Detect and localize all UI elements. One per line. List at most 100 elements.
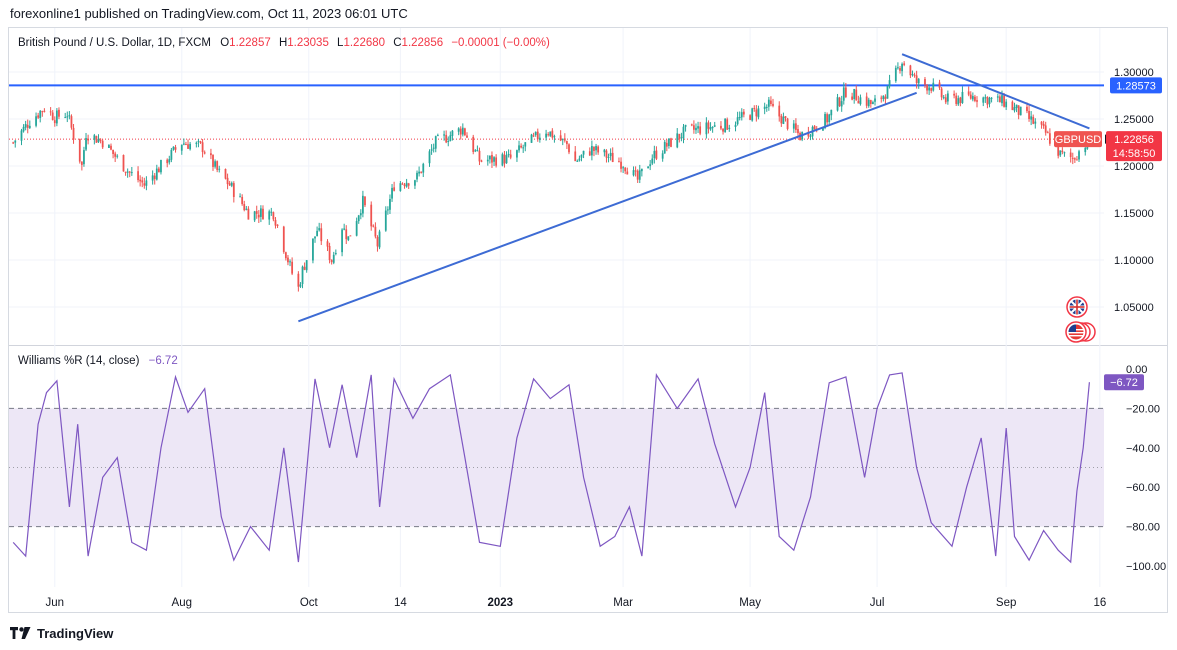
candle-2022-11-03 bbox=[376, 236, 379, 247]
change-value: −0.00001 (−0.00%) bbox=[451, 37, 550, 49]
time-tick-label: Jul bbox=[870, 597, 885, 609]
candle-2023-04-14 bbox=[713, 125, 716, 127]
close-value: 1.22856 bbox=[402, 37, 444, 49]
candle-2022-08-10 bbox=[199, 141, 202, 143]
candle-2022-06-07 bbox=[66, 116, 69, 118]
candle-2023-03-22 bbox=[665, 142, 668, 147]
wr-current-badge bbox=[1104, 374, 1144, 391]
candle-2023-06-27 bbox=[867, 99, 870, 107]
candle-2023-06-23 bbox=[859, 97, 862, 105]
candle-2022-09-20 bbox=[284, 252, 287, 259]
candle-2022-08-09 bbox=[197, 141, 200, 143]
candle-2022-12-15 bbox=[464, 128, 466, 136]
candle-2023-03-02 bbox=[624, 167, 627, 172]
candle-2023-09-28 bbox=[1061, 150, 1064, 152]
candle-2022-08-30 bbox=[241, 196, 244, 205]
candle-2022-08-03 bbox=[185, 144, 187, 146]
candle-2022-06-27 bbox=[108, 145, 110, 148]
candle-2022-09-15 bbox=[274, 219, 277, 226]
candle-2023-01-03 bbox=[503, 154, 506, 164]
indicator-current: −6.72 bbox=[149, 355, 178, 367]
candle-2022-07-07 bbox=[128, 171, 131, 173]
candle-2023-03-15 bbox=[651, 158, 654, 164]
candle-2022-05-27 bbox=[43, 110, 46, 112]
level-price-label: 1.28573 bbox=[1116, 80, 1156, 92]
candle-2023-07-24 bbox=[924, 79, 926, 85]
candle-2022-08-05 bbox=[189, 143, 192, 150]
candle-2022-11-01 bbox=[372, 225, 375, 227]
candle-2023-03-16 bbox=[653, 150, 656, 159]
currency-flags bbox=[1065, 296, 1096, 343]
candle-2023-03-10 bbox=[640, 168, 643, 172]
candle-2023-07-19 bbox=[913, 74, 916, 76]
candle-2023-05-12 bbox=[772, 103, 774, 106]
candle-2022-11-17 bbox=[405, 182, 408, 187]
symbol-title: British Pound / U.S. Dollar, 1D, FXCM bbox=[18, 37, 211, 49]
candle-2023-02-23 bbox=[609, 152, 612, 157]
candle-2022-10-17 bbox=[341, 229, 343, 253]
candle-2022-06-13 bbox=[78, 138, 81, 162]
candle-2022-12-23 bbox=[480, 160, 483, 162]
candle-2023-06-01 bbox=[813, 126, 816, 130]
candle-2023-02-14 bbox=[590, 145, 593, 156]
candle-2023-04-17 bbox=[720, 125, 722, 129]
candle-2022-12-05 bbox=[443, 134, 445, 136]
candle-2023-04-12 bbox=[709, 127, 712, 130]
candle-2023-05-01 bbox=[749, 115, 752, 120]
us-flag-icon[interactable] bbox=[1065, 321, 1096, 343]
candle-2023-07-04 bbox=[882, 95, 885, 99]
candle-2023-03-14 bbox=[649, 164, 652, 167]
candle-2022-08-04 bbox=[187, 144, 189, 149]
candle-2023-01-04 bbox=[505, 155, 508, 164]
candle-2023-10-06 bbox=[1078, 151, 1080, 160]
candle-2023-01-19 bbox=[536, 131, 539, 140]
candle-2023-02-16 bbox=[595, 146, 597, 151]
candle-2023-09-04 bbox=[1011, 101, 1014, 111]
candle-2023-05-05 bbox=[757, 108, 760, 118]
candle-2022-07-21 bbox=[157, 168, 160, 173]
candle-2023-04-05 bbox=[695, 127, 697, 131]
candle-2023-06-28 bbox=[869, 100, 872, 104]
time-tick-label: 14 bbox=[394, 597, 407, 609]
candle-2022-11-25 bbox=[422, 163, 425, 173]
candle-2023-07-31 bbox=[938, 82, 941, 88]
candle-2023-02-27 bbox=[618, 161, 620, 163]
close-label: C bbox=[393, 37, 401, 49]
candle-2022-07-11 bbox=[137, 171, 139, 181]
candle-2022-11-11 bbox=[393, 187, 396, 191]
candle-2023-05-30 bbox=[809, 135, 812, 137]
candle-2022-12-06 bbox=[445, 134, 448, 143]
price-tick-label: 1.25000 bbox=[1114, 114, 1154, 126]
candle-2023-04-27 bbox=[740, 112, 743, 118]
candle-2023-08-25 bbox=[990, 97, 993, 99]
candle-2022-12-28 bbox=[491, 155, 493, 163]
candle-2022-05-13 bbox=[14, 140, 17, 143]
candle-2022-10-25 bbox=[357, 215, 360, 222]
candle-2023-08-16 bbox=[971, 96, 974, 100]
candle-2023-02-24 bbox=[611, 152, 614, 163]
candle-2023-02-07 bbox=[576, 160, 579, 162]
trendline[interactable] bbox=[901, 53, 1090, 130]
candle-2022-05-26 bbox=[41, 111, 44, 113]
candle-2022-12-16 bbox=[466, 135, 468, 138]
candle-2023-03-03 bbox=[626, 171, 629, 175]
candle-2022-12-30 bbox=[495, 157, 498, 166]
candle-2022-11-21 bbox=[414, 180, 416, 186]
candle-2022-10-10 bbox=[326, 241, 329, 247]
price-tick-label: 1.30000 bbox=[1114, 67, 1154, 79]
candle-2022-12-29 bbox=[493, 157, 495, 162]
candle-2023-04-04 bbox=[692, 125, 695, 130]
candle-2023-04-11 bbox=[707, 122, 710, 129]
candle-2023-08-30 bbox=[1001, 95, 1003, 104]
candle-2022-07-29 bbox=[174, 147, 177, 150]
trendline[interactable] bbox=[298, 91, 917, 323]
bar-countdown-label: 14:58:50 bbox=[1113, 148, 1156, 160]
tradingview-footer[interactable]: TradingView bbox=[10, 624, 113, 642]
uk-flag-icon[interactable] bbox=[1066, 296, 1088, 318]
candle-2023-09-22 bbox=[1048, 133, 1051, 144]
candle-2023-09-05 bbox=[1013, 107, 1016, 111]
candle-2023-10-09 bbox=[1084, 147, 1087, 153]
candle-2022-05-23 bbox=[35, 116, 37, 126]
candle-2022-08-29 bbox=[239, 196, 241, 198]
